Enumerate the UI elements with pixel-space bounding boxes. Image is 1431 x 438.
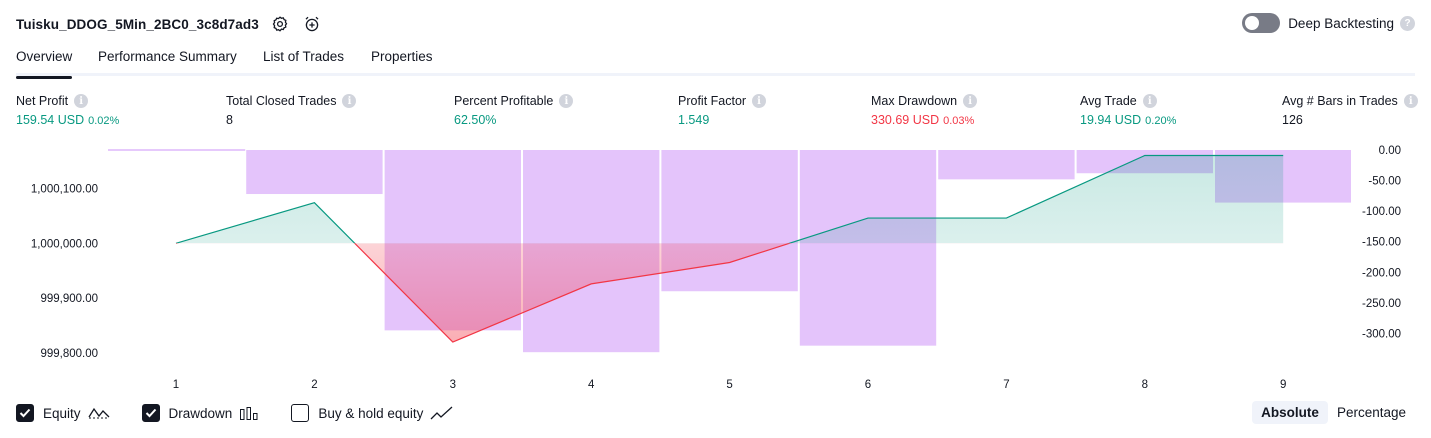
legend-label: Equity <box>43 405 81 421</box>
x-axis-tick: 7 <box>1003 379 1009 391</box>
metric-label: Max Drawdown <box>871 94 958 108</box>
right-axis-tick: -100.00 <box>1362 206 1401 218</box>
right-axis-tick: -50.00 <box>1368 176 1401 188</box>
metric-value: 159.54 USD <box>16 113 85 127</box>
metric-label: Avg # Bars in Trades <box>1282 94 1398 108</box>
absolute-button[interactable]: Absolute <box>1252 401 1328 424</box>
deep-backtesting-toggle[interactable] <box>1242 13 1281 33</box>
left-axis-tick: 1,000,000.00 <box>31 238 98 250</box>
metric-value: 126 <box>1282 113 1303 127</box>
report-header: Tuisku_DDOG_5Min_2BC0_3c8d7ad3 <box>16 13 323 35</box>
equity-loss-area <box>176 243 1284 343</box>
x-axis-tick: 4 <box>588 379 595 391</box>
x-axis-tick: 8 <box>1142 379 1148 391</box>
equity-drawdown-chart[interactable]: 1,000,100.00 1,000,000.00 999,900.00 999,80… <box>0 138 1431 396</box>
chart-axes: 1,000,100.00 1,000,000.00 999,900.00 999,80… <box>31 145 1401 391</box>
x-axis-tick: 5 <box>726 379 732 391</box>
equity-area <box>176 155 1284 343</box>
metric-label: Profit Factor <box>678 94 747 108</box>
info-icon[interactable]: i <box>1403 94 1418 108</box>
info-icon[interactable]: i <box>752 94 767 108</box>
drawdown-bar <box>799 150 937 346</box>
metric-value: 19.94 USD <box>1080 113 1142 127</box>
tab-properties[interactable]: Properties <box>371 49 433 64</box>
metric-max-drawdown: Max Drawdown i 330.69 USD 0.03% <box>871 94 978 127</box>
left-axis-tick: 999,800.00 <box>40 348 98 360</box>
drawdown-bar <box>246 150 383 195</box>
right-axis-tick: -200.00 <box>1362 267 1401 279</box>
x-axis-tick: 2 <box>311 379 317 391</box>
metric-value: 1.549 <box>678 113 710 127</box>
info-icon[interactable]: i <box>963 94 978 108</box>
right-axis-tick: -150.00 <box>1362 237 1401 249</box>
chart-legend: Equity Drawdown Buy & hold equity <box>16 404 486 422</box>
metric-percent: 0.20% <box>1145 115 1177 127</box>
metric-value: 8 <box>226 113 233 127</box>
x-axis-tick: 6 <box>865 379 871 391</box>
equity-profit-area <box>176 155 1284 244</box>
right-axis-tick: -300.00 <box>1362 328 1401 340</box>
metric-value: 330.69 USD <box>871 113 940 127</box>
info-icon[interactable]: i <box>342 94 357 108</box>
metric-profit-factor: Profit Factor i 1.549 <box>678 94 767 127</box>
x-axis-tick: 9 <box>1280 379 1286 391</box>
equity-line-icon <box>87 405 110 421</box>
left-axis-tick: 1,000,100.00 <box>31 183 98 195</box>
equity-line <box>175 154 1284 343</box>
legend-drawdown[interactable]: Drawdown <box>141 404 260 422</box>
metric-net-profit: Net Profit i 159.54 USD 0.02% <box>16 94 119 127</box>
drawdown-bars-icon <box>239 405 259 421</box>
tab-list-of-trades[interactable]: List of Trades <box>263 49 345 64</box>
toggle-knob <box>1245 16 1260 30</box>
gear-icon[interactable] <box>269 13 291 35</box>
metric-percent-profitable: Percent Profitable i 62.50% <box>454 94 574 127</box>
drawdown-bar <box>938 150 1075 180</box>
info-icon[interactable]: i <box>74 94 89 108</box>
metric-percent: 0.02% <box>88 115 120 127</box>
legend-label: Buy & hold equity <box>318 405 424 421</box>
metric-avg-bars-in-trades: Avg # Bars in Trades i 126 <box>1282 94 1418 127</box>
legend-label: Drawdown <box>168 405 233 421</box>
equity-line-profit <box>175 154 1284 244</box>
equity-checkbox[interactable] <box>16 404 34 422</box>
x-axis-tick: 3 <box>450 379 456 391</box>
display-mode-switch: Absolute Percentage <box>1252 401 1415 424</box>
strategy-name: Tuisku_DDOG_5Min_2BC0_3c8d7ad3 <box>16 16 259 32</box>
metric-value: 62.50% <box>454 113 497 127</box>
tab-overview[interactable]: Overview <box>16 49 73 79</box>
info-icon[interactable]: i <box>1142 94 1157 108</box>
left-axis-tick: 999,900.00 <box>40 293 98 305</box>
equity-line-loss <box>176 243 792 343</box>
x-axis-tick: 1 <box>173 379 179 391</box>
deep-backtesting-label: Deep Backtesting <box>1288 15 1394 31</box>
deep-backtesting: Deep Backtesting ? <box>1242 13 1415 33</box>
metric-avg-trade: Avg Trade i 19.94 USD 0.20% <box>1080 94 1176 127</box>
metric-label: Total Closed Trades <box>226 94 337 108</box>
buy-hold-line-icon <box>430 405 454 421</box>
percentage-button[interactable]: Percentage <box>1336 405 1406 420</box>
right-axis-tick: -250.00 <box>1362 298 1401 310</box>
info-icon[interactable]: i <box>559 94 574 108</box>
right-axis-tick: 0.00 <box>1379 145 1401 157</box>
buy-hold-checkbox[interactable] <box>291 404 310 422</box>
help-icon[interactable]: ? <box>1400 15 1415 31</box>
legend-equity[interactable]: Equity <box>16 404 110 422</box>
alarm-clock-add-icon[interactable] <box>301 13 323 35</box>
tab-performance-summary[interactable]: Performance Summary <box>98 49 237 64</box>
metric-total-closed-trades: Total Closed Trades i 8 <box>226 94 357 127</box>
tab-bar: Overview Performance Summary List of Tra… <box>16 46 1415 79</box>
metric-label: Percent Profitable <box>454 94 554 108</box>
metric-label: Avg Trade <box>1080 94 1137 108</box>
metric-label: Net Profit <box>16 94 69 108</box>
drawdown-checkbox[interactable] <box>141 404 160 422</box>
metric-percent: 0.03% <box>943 115 975 127</box>
legend-buy-hold-equity[interactable]: Buy & hold equity <box>291 404 454 422</box>
